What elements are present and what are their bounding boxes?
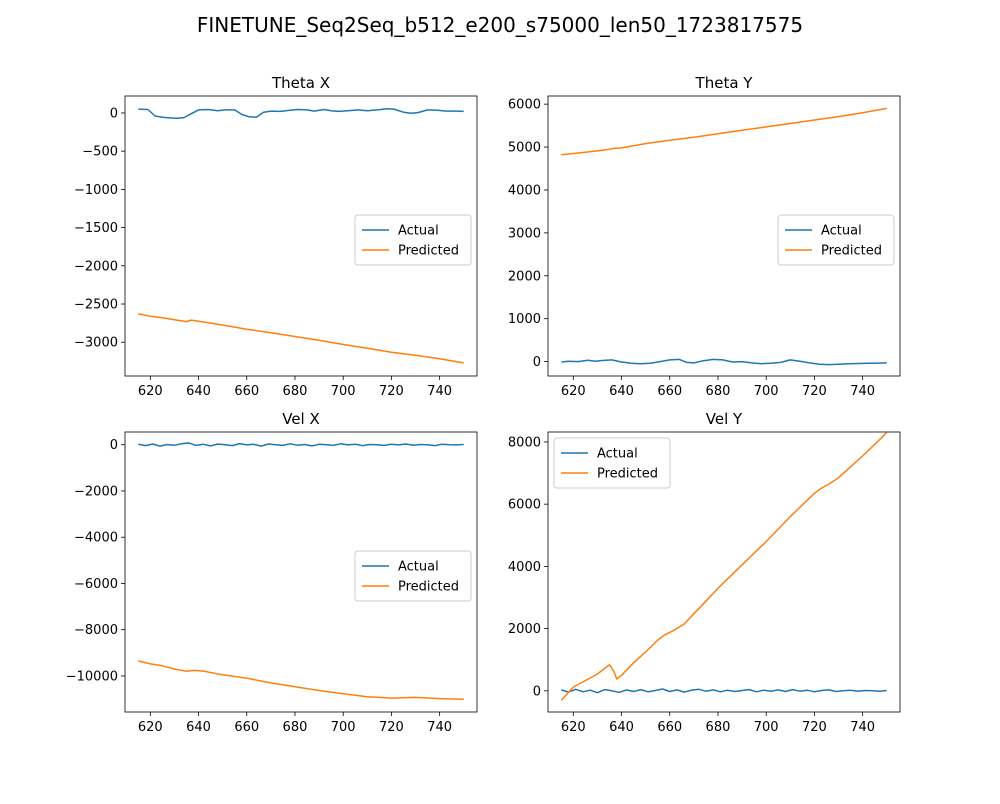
x-tick-label: 640 [186, 384, 211, 399]
x-tick-label: 640 [609, 384, 634, 399]
subplot-vel-x: Vel X 620 640 660 680 700 720 740 0 −2000 −4000 −60… [66, 410, 478, 735]
y-tick-label: 6000 [508, 498, 541, 513]
x-tick-label: 700 [754, 384, 779, 399]
y-tick-label: 6000 [508, 98, 541, 113]
y-tick-label: 0 [533, 684, 541, 699]
legend-label-actual: Actual [597, 447, 638, 462]
legend-box [553, 437, 671, 489]
legend-label-actual: Actual [398, 224, 439, 239]
legend-box [354, 214, 472, 266]
axes-frame [547, 95, 901, 377]
series-line-actual [138, 108, 464, 120]
x-tick-label: 680 [706, 720, 731, 735]
legend-box [777, 214, 895, 266]
x-tick-label: 740 [850, 720, 875, 735]
y-tick-label: 1000 [508, 312, 541, 327]
legend: Actual Predicted [354, 214, 472, 266]
axes-frame [124, 95, 478, 377]
x-tick-label: 640 [609, 720, 634, 735]
legend-label-predicted: Predicted [398, 244, 459, 259]
legend-label-predicted: Predicted [398, 580, 459, 595]
x-tick-label: 620 [561, 384, 586, 399]
y-tick-label: 2000 [508, 622, 541, 637]
y-tick-label: −2000 [74, 484, 118, 499]
series-line-predicted [138, 660, 464, 701]
y-tick-label: −1000 [74, 183, 118, 198]
x-tick-label: 640 [186, 720, 211, 735]
x-tick-label: 680 [283, 720, 308, 735]
y-tick-label: 4000 [508, 560, 541, 575]
subplot-title: Vel X [282, 410, 320, 428]
legend: Actual Predicted [553, 437, 671, 489]
y-tick-label: −8000 [74, 623, 118, 638]
y-tick-label: −3000 [74, 336, 118, 351]
x-tick-label: 720 [802, 384, 827, 399]
subplot-vel-y: Vel Y 620 640 660 680 700 720 740 0 2000 4000 6000 8… [508, 410, 901, 735]
series-line-predicted [138, 313, 464, 364]
x-tick-label: 740 [427, 384, 452, 399]
y-tick-label: 5000 [508, 141, 541, 156]
x-tick-label: 660 [657, 384, 682, 399]
series-line-predicted [560, 432, 888, 701]
series-line-actual [561, 358, 887, 366]
subplot-theta-y: Theta Y 620 640 660 680 700 720 740 0 1000 2000 300… [508, 74, 901, 399]
x-tick-label: 700 [331, 384, 356, 399]
subplot-theta-x: Theta X 620 640 660 680 700 720 740 0 −500 −1000 −1… [74, 74, 478, 399]
legend-label-actual: Actual [821, 224, 862, 239]
y-tick-label: 0 [110, 438, 118, 453]
x-tick-label: 740 [427, 720, 452, 735]
x-tick-label: 700 [754, 720, 779, 735]
series-line-actual [138, 442, 464, 447]
axes-frame [547, 431, 901, 713]
y-tick-label: 0 [110, 106, 118, 121]
subplot-title: Vel Y [706, 410, 743, 428]
legend: Actual Predicted [777, 214, 895, 266]
legend-label-predicted: Predicted [821, 244, 882, 259]
x-tick-label: 720 [379, 720, 404, 735]
x-tick-label: 660 [234, 384, 259, 399]
x-tick-label: 680 [283, 384, 308, 399]
series-line-actual [561, 688, 887, 694]
subplot-title: Theta X [271, 74, 330, 92]
legend: Actual Predicted [354, 550, 472, 602]
x-tick-label: 680 [706, 384, 731, 399]
x-tick-label: 620 [138, 720, 163, 735]
y-tick-label: −2000 [74, 259, 118, 274]
x-tick-label: 700 [331, 720, 356, 735]
legend-box [354, 550, 472, 602]
x-tick-label: 740 [850, 384, 875, 399]
y-tick-label: −6000 [74, 577, 118, 592]
series-line-predicted [561, 107, 887, 156]
y-tick-label: 8000 [508, 435, 541, 450]
y-tick-label: 0 [533, 355, 541, 370]
y-tick-label: 3000 [508, 226, 541, 241]
x-tick-label: 660 [657, 720, 682, 735]
legend-label-predicted: Predicted [597, 467, 658, 482]
y-tick-label: −10000 [66, 669, 118, 684]
figure-title: FINETUNE_Seq2Seq_b512_e200_s75000_len50_… [197, 13, 803, 37]
x-tick-label: 620 [138, 384, 163, 399]
y-tick-label: 2000 [508, 269, 541, 284]
legend-label-actual: Actual [398, 560, 439, 575]
y-tick-label: 4000 [508, 183, 541, 198]
y-tick-label: −2500 [74, 298, 118, 313]
axes-frame [124, 431, 478, 713]
y-tick-label: −500 [82, 145, 118, 160]
x-tick-label: 620 [561, 720, 586, 735]
y-tick-label: −4000 [74, 531, 118, 546]
subplot-title: Theta Y [695, 74, 754, 92]
x-tick-label: 720 [802, 720, 827, 735]
y-tick-label: −1500 [74, 221, 118, 236]
x-tick-label: 720 [379, 384, 404, 399]
x-tick-label: 660 [234, 720, 259, 735]
